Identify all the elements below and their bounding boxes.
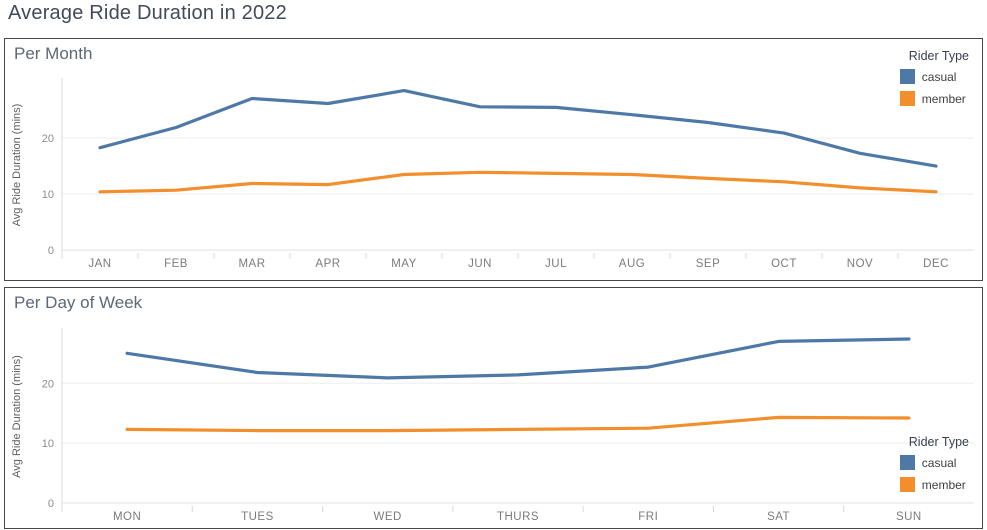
x-tick-label-thurs: THURS xyxy=(497,511,539,523)
x-tick-label-aug: AUG xyxy=(619,258,645,270)
legend-item-casual[interactable]: casual xyxy=(899,455,969,470)
legend-item-casual[interactable]: casual xyxy=(899,69,969,84)
x-tick-label-wed: WED xyxy=(374,511,402,523)
x-tick-label-nov: NOV xyxy=(847,258,873,270)
x-tick-label-dec: DEC xyxy=(923,258,949,270)
y-tick-label: 10 xyxy=(42,438,54,450)
x-tick-label-tues: TUES xyxy=(241,511,274,523)
member-line[interactable] xyxy=(125,415,911,433)
x-tick-label-sat: SAT xyxy=(767,511,790,523)
legend-label-casual: casual xyxy=(921,455,957,470)
per-month-chart: 0 10 20 JAN FEB MAR APR MAY JUN JUL AUG SEP OCT NOV DE… xyxy=(11,78,974,270)
x-tick-label-jun: JUN xyxy=(468,258,492,270)
y-tick-label: 10 xyxy=(42,189,54,201)
legend-label-member: member xyxy=(921,477,966,492)
x-tick-label-may: MAY xyxy=(391,258,417,270)
legend-title: Rider Type xyxy=(908,435,969,449)
per-month-title: Per Month xyxy=(14,44,93,63)
rider-type-legend-month: Rider Type casual member xyxy=(899,49,969,113)
x-tick-label-fri: FRI xyxy=(638,511,658,523)
y-tick-label: 0 xyxy=(48,498,54,510)
y-tick-label: 0 xyxy=(48,245,54,257)
rider-type-legend-day: Rider Type casual member xyxy=(899,435,969,499)
y-tick-label: 20 xyxy=(42,133,54,145)
y-axis-title: Avg Ride Duration (mins) xyxy=(11,104,23,227)
x-tick-label-mar: MAR xyxy=(238,258,265,270)
y-axis-title: Avg Ride Duration (mins) xyxy=(11,355,23,478)
casual-color-swatch xyxy=(899,69,915,84)
member-line[interactable] xyxy=(98,170,938,194)
member-color-swatch xyxy=(899,477,915,492)
x-tick-label-feb: FEB xyxy=(164,258,188,270)
legend-label-member: member xyxy=(921,91,966,106)
per-day-of-week-title: Per Day of Week xyxy=(14,293,143,312)
legend-item-member[interactable]: member xyxy=(899,91,969,106)
x-tick-label-jul: JUL xyxy=(545,258,567,270)
x-tick-label-oct: OCT xyxy=(771,258,797,270)
x-tick-label-mon: MON xyxy=(113,511,141,523)
casual-color-swatch xyxy=(899,455,915,470)
per-day-of-week-chart: 0 10 20 MON TUES WED THURS FRI SAT SUN Avg Ride Du… xyxy=(11,328,974,523)
x-tick-label-apr: APR xyxy=(315,258,340,270)
per-day-of-week-panel: 0 10 20 MON TUES WED THURS FRI SAT SUN Avg Ride Du… xyxy=(4,287,983,529)
x-tick-label-jan: JAN xyxy=(88,258,111,270)
member-color-swatch xyxy=(899,91,915,106)
x-tick-label-sep: SEP xyxy=(696,258,721,270)
per-month-panel: 0 10 20 JAN FEB MAR APR MAY JUN JUL AUG SEP OCT NOV DE… xyxy=(4,38,983,281)
legend-item-member[interactable]: member xyxy=(899,477,969,492)
casual-line[interactable] xyxy=(98,88,938,168)
casual-line[interactable] xyxy=(125,337,911,380)
y-tick-label: 20 xyxy=(42,378,54,390)
dashboard-title: Average Ride Duration in 2022 xyxy=(8,2,287,24)
x-tick-label-sun: SUN xyxy=(896,511,922,523)
legend-title: Rider Type xyxy=(908,49,969,63)
legend-label-casual: casual xyxy=(921,69,957,84)
